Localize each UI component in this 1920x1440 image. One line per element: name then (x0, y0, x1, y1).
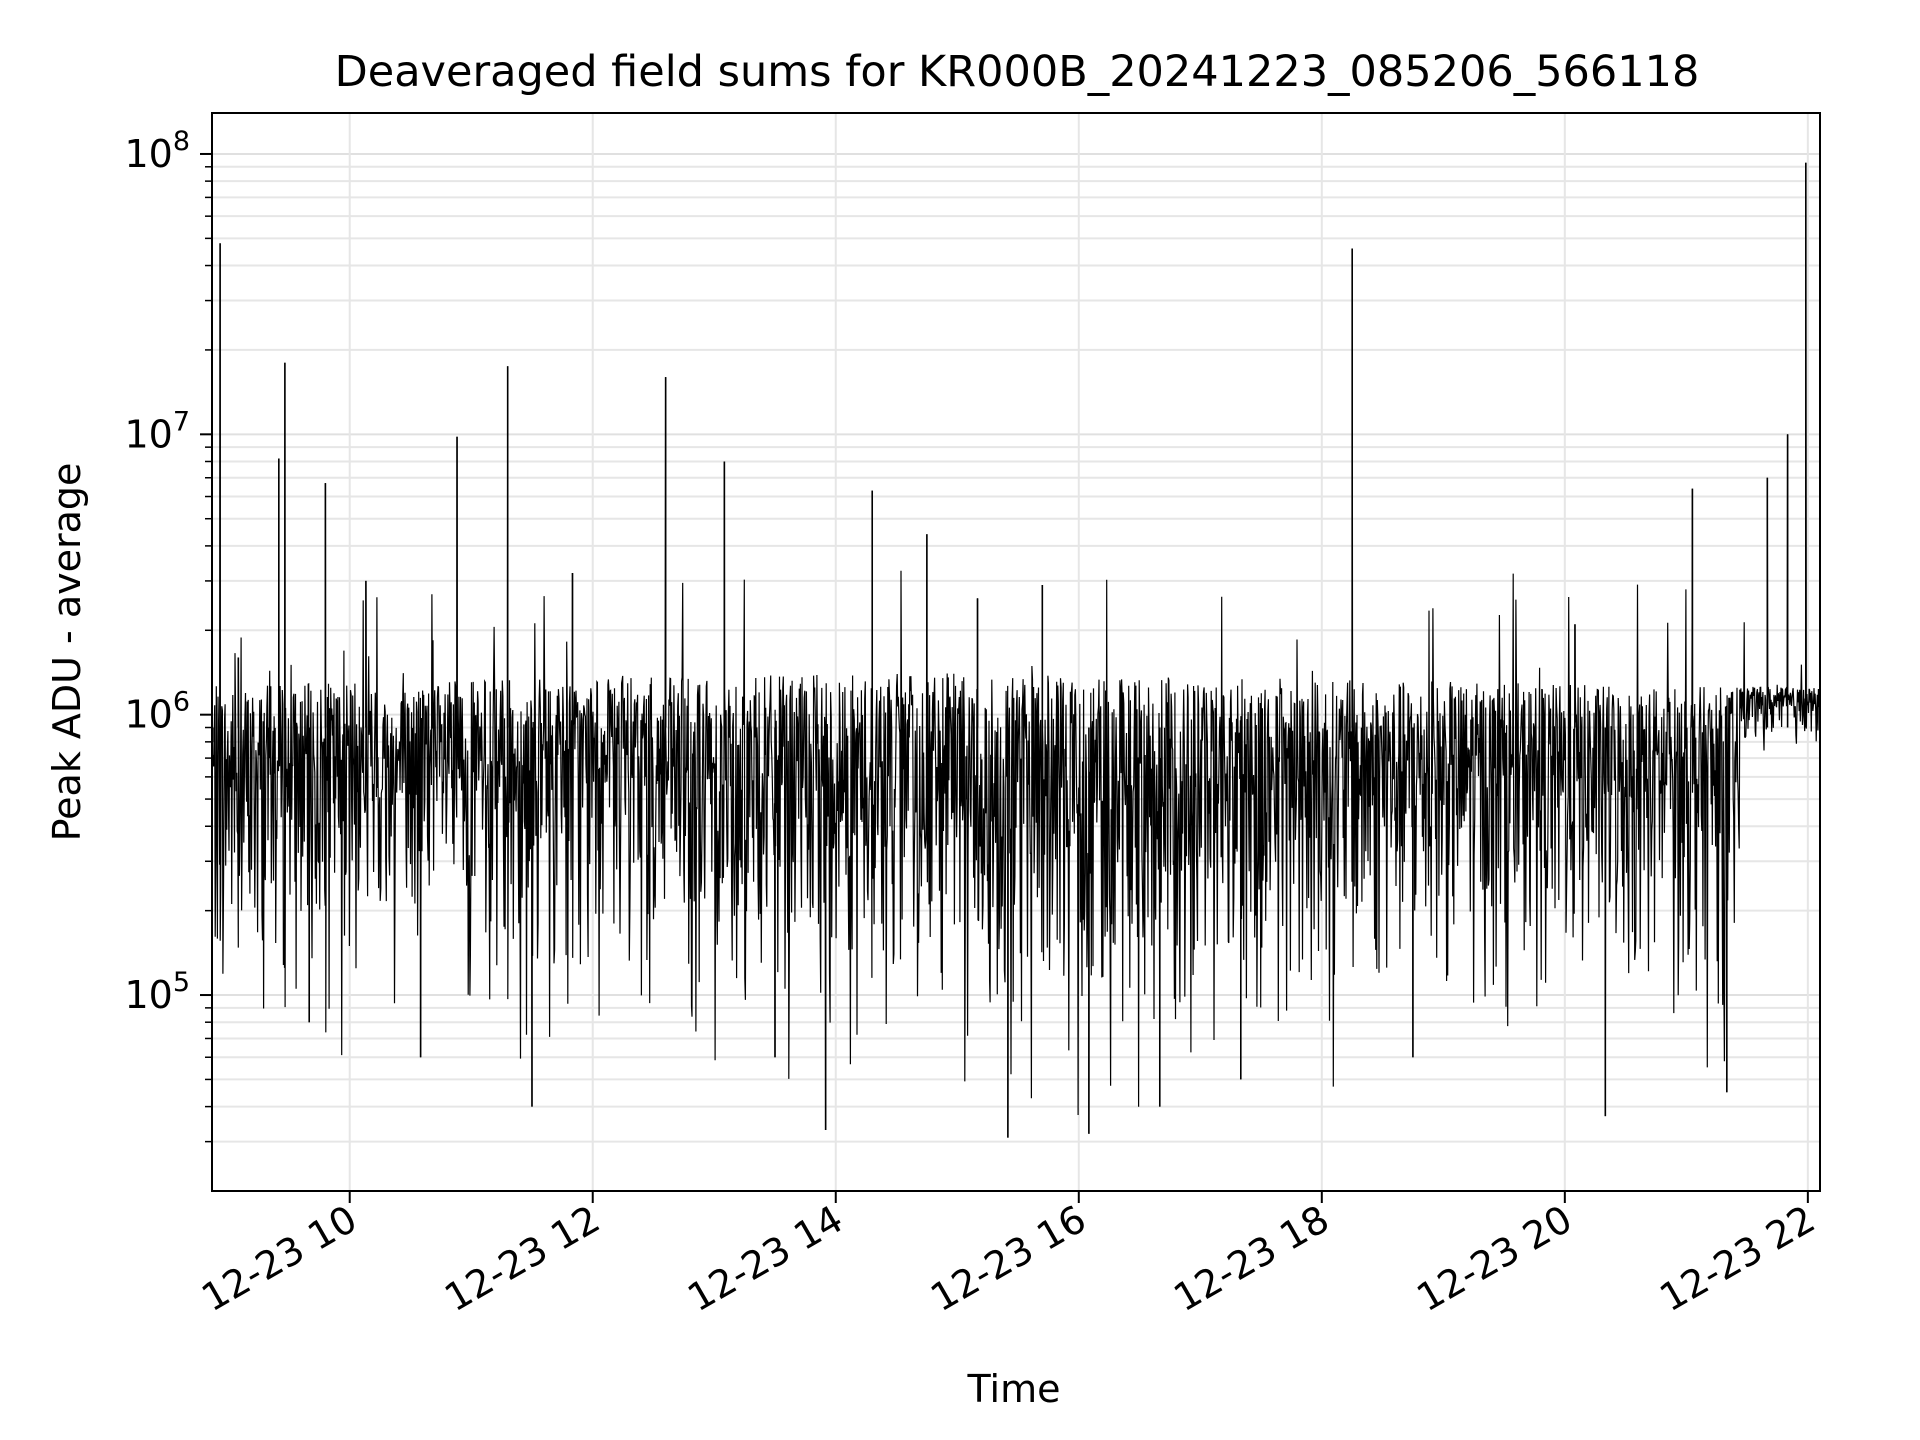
plot-frame (211, 112, 1821, 1192)
y-tick-label: 107 (124, 406, 190, 456)
series-line (212, 162, 1820, 1138)
y-axis: 105 106 107 108 (124, 126, 212, 1143)
y-tick-label: 105 (124, 967, 190, 1017)
y-tick-label: 108 (124, 126, 190, 176)
y-axis-label: Peak ADU - average (45, 463, 89, 842)
y-tick-label: 106 (124, 687, 190, 737)
series-layer (212, 162, 1820, 1138)
plot-area (212, 113, 1820, 1191)
chart-title: Deaveraged field sums for KR000B_2024122… (335, 47, 1700, 97)
major-gridlines (212, 113, 1820, 1191)
x-axis-label: Time (967, 1367, 1061, 1411)
